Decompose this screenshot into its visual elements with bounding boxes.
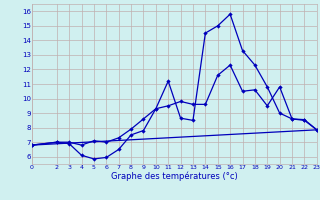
X-axis label: Graphe des températures (°c): Graphe des températures (°c) [111,171,238,181]
